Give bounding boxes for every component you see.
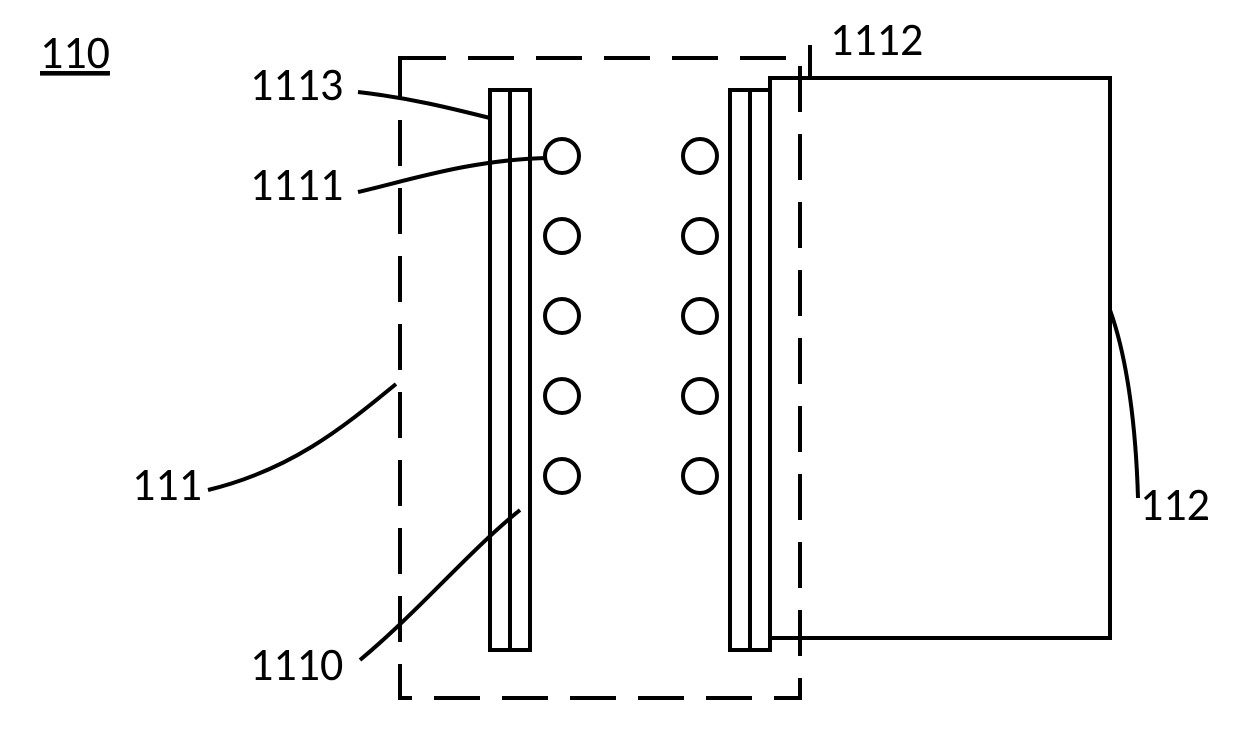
label-1111: 1111 [250,157,343,213]
label-1112: 1112 [830,12,923,68]
label-111: 111 [132,457,202,513]
schematic-diagram: 1101113111111111101112112 [0,0,1240,734]
title-label-110: 110 [40,25,110,81]
label-112: 112 [1140,477,1210,533]
label-1113: 1113 [250,57,343,113]
label-1110: 1110 [250,637,343,693]
diagram-background [0,0,1240,734]
